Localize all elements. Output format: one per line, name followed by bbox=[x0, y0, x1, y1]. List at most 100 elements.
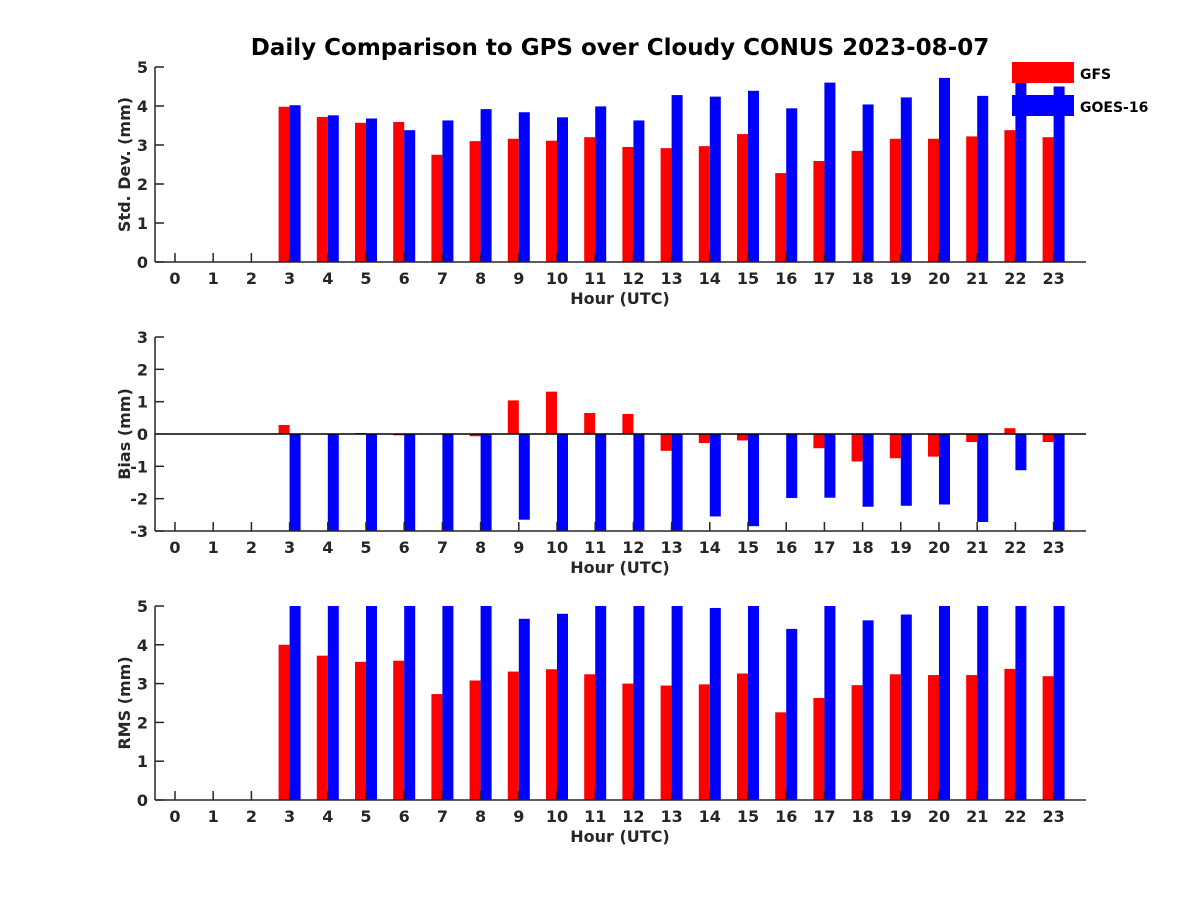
x-tick-label: 7 bbox=[437, 269, 448, 288]
bar-goes-16-hour-19 bbox=[900, 434, 912, 506]
x-tick-label: 17 bbox=[813, 538, 835, 557]
x-tick-label: 10 bbox=[546, 538, 568, 557]
bar-goes-16-hour-18 bbox=[862, 434, 874, 507]
x-tick-label: 18 bbox=[851, 538, 873, 557]
bar-goes-16-hour-18 bbox=[862, 620, 874, 800]
x-tick-label: 13 bbox=[660, 538, 682, 557]
x-tick-label: 4 bbox=[322, 269, 333, 288]
bar-gfs-hour-12 bbox=[622, 413, 634, 434]
bar-gfs-hour-4 bbox=[316, 116, 328, 262]
bar-goes-16-hour-3 bbox=[289, 606, 301, 800]
x-tick-label: 8 bbox=[475, 538, 486, 557]
bar-gfs-hour-8 bbox=[469, 680, 481, 800]
x-tick-label: 10 bbox=[546, 807, 568, 826]
bar-goes-16-hour-3 bbox=[289, 434, 301, 531]
x-tick-label: 8 bbox=[475, 269, 486, 288]
x-tick-label: 3 bbox=[284, 538, 295, 557]
y-tick-label: 3 bbox=[137, 675, 148, 694]
x-tick-label: 4 bbox=[322, 807, 333, 826]
x-tick-label: 2 bbox=[246, 269, 257, 288]
y-tick-label: 4 bbox=[137, 636, 148, 655]
bar-gfs-hour-14 bbox=[698, 434, 710, 444]
bar-gfs-hour-3 bbox=[278, 424, 290, 434]
bar-goes-16-hour-21 bbox=[977, 434, 989, 522]
bar-goes-16-hour-15 bbox=[748, 434, 759, 527]
y-tick-label: -3 bbox=[130, 522, 148, 541]
bar-gfs-hour-20 bbox=[928, 434, 939, 457]
x-tick-label: 4 bbox=[322, 538, 333, 557]
y-tick-label: 1 bbox=[137, 393, 148, 412]
bar-goes-16-hour-9 bbox=[518, 618, 530, 800]
bar-gfs-hour-14 bbox=[698, 684, 710, 800]
x-tick-label: 7 bbox=[437, 538, 448, 557]
bar-gfs-hour-12 bbox=[622, 146, 634, 262]
x-tick-label: 12 bbox=[622, 807, 644, 826]
bar-goes-16-hour-15 bbox=[748, 90, 759, 262]
x-tick-label: 14 bbox=[699, 269, 721, 288]
bar-goes-16-hour-6 bbox=[404, 434, 416, 531]
bar-gfs-hour-8 bbox=[469, 434, 481, 437]
x-tick-label: 11 bbox=[584, 269, 606, 288]
bar-gfs-hour-14 bbox=[698, 146, 710, 262]
x-tick-label: 14 bbox=[699, 807, 721, 826]
bar-goes-16-hour-22 bbox=[1015, 67, 1027, 262]
y-tick-label: 3 bbox=[137, 328, 148, 347]
bar-goes-16-hour-10 bbox=[557, 434, 568, 531]
bar-gfs-hour-23 bbox=[1042, 676, 1054, 800]
bar-goes-16-hour-12 bbox=[633, 606, 645, 800]
x-tick-label: 16 bbox=[775, 807, 797, 826]
y-tick-label: 0 bbox=[137, 791, 148, 810]
x-tick-label: 15 bbox=[737, 269, 759, 288]
x-tick-label: 9 bbox=[513, 269, 524, 288]
x-tick-label: 0 bbox=[169, 538, 180, 557]
x-tick-label: 23 bbox=[1042, 269, 1064, 288]
bar-gfs-hour-17 bbox=[813, 697, 825, 800]
bar-goes-16-hour-3 bbox=[289, 105, 301, 262]
bar-gfs-hour-6 bbox=[393, 660, 405, 800]
bar-goes-16-hour-6 bbox=[404, 606, 416, 800]
x-tick-label: 1 bbox=[208, 807, 219, 826]
x-tick-label: 17 bbox=[813, 807, 835, 826]
bar-gfs-hour-20 bbox=[928, 675, 939, 800]
bar-goes-16-hour-23 bbox=[1053, 606, 1065, 800]
legend-label-goes-16: GOES-16 bbox=[1080, 100, 1148, 116]
y-tick-label: 0 bbox=[137, 253, 148, 272]
bar-goes-16-hour-4 bbox=[327, 434, 339, 531]
bar-gfs-hour-11 bbox=[584, 412, 596, 434]
bar-goes-16-hour-5 bbox=[366, 606, 377, 800]
bar-goes-16-hour-9 bbox=[518, 434, 530, 520]
bar-gfs-hour-9 bbox=[507, 138, 519, 262]
x-tick-label: 18 bbox=[851, 269, 873, 288]
x-tick-label: 23 bbox=[1042, 807, 1064, 826]
x-tick-label: 21 bbox=[966, 538, 988, 557]
bar-goes-16-hour-17 bbox=[824, 606, 836, 800]
x-tick-label: 19 bbox=[890, 538, 912, 557]
bar-goes-16-hour-11 bbox=[595, 434, 607, 531]
bar-goes-16-hour-7 bbox=[442, 120, 454, 263]
x-tick-label: 2 bbox=[246, 538, 257, 557]
bar-goes-16-hour-12 bbox=[633, 434, 645, 531]
bar-goes-16-hour-14 bbox=[709, 607, 721, 800]
x-tick-label: 10 bbox=[546, 269, 568, 288]
bar-goes-16-hour-7 bbox=[442, 606, 454, 800]
bar-gfs-hour-16 bbox=[775, 173, 787, 262]
bar-gfs-hour-12 bbox=[622, 683, 634, 800]
y-tick-label: 3 bbox=[137, 136, 148, 155]
bar-gfs-hour-13 bbox=[660, 434, 672, 451]
bar-goes-16-hour-19 bbox=[900, 614, 912, 800]
x-tick-label: 18 bbox=[851, 807, 873, 826]
y-tick-label: 2 bbox=[137, 713, 148, 732]
bar-gfs-hour-5 bbox=[355, 122, 366, 263]
x-tick-label: 19 bbox=[890, 269, 912, 288]
bar-goes-16-hour-21 bbox=[977, 95, 989, 262]
bar-goes-16-hour-11 bbox=[595, 606, 607, 800]
bar-goes-16-hour-6 bbox=[404, 130, 416, 262]
bar-goes-16-hour-19 bbox=[900, 97, 912, 262]
bar-gfs-hour-18 bbox=[851, 150, 863, 262]
bar-goes-16-hour-23 bbox=[1053, 86, 1065, 262]
x-tick-label: 20 bbox=[928, 269, 950, 288]
x-tick-label: 21 bbox=[966, 269, 988, 288]
y-tick-label: 4 bbox=[137, 97, 148, 116]
